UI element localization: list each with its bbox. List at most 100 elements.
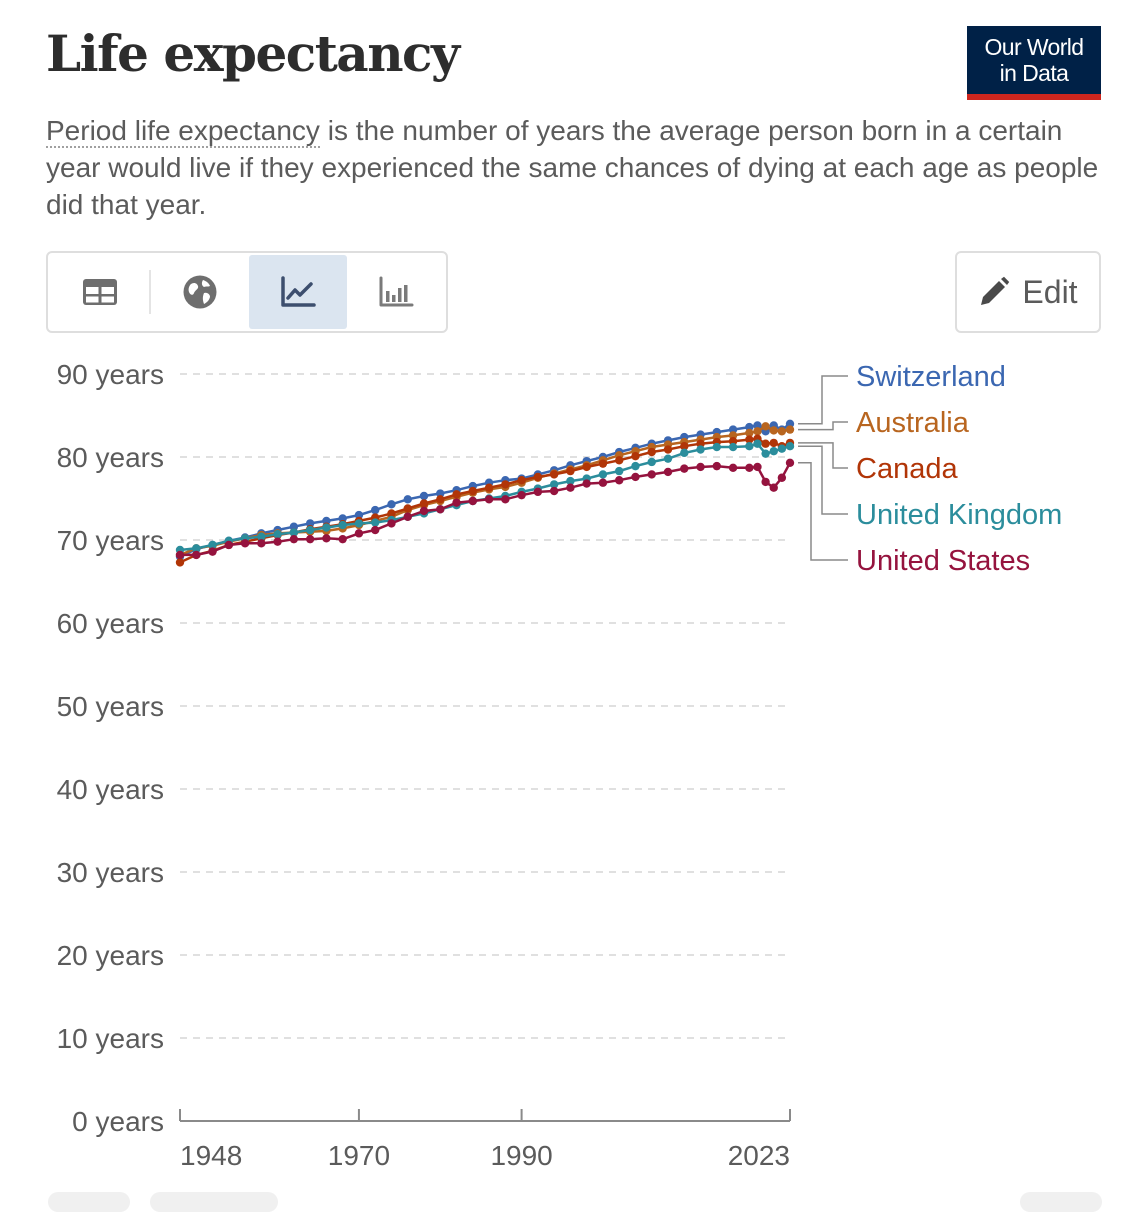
owid-logo[interactable]: Our World in Data <box>967 26 1101 100</box>
data-point <box>745 463 754 472</box>
data-point <box>753 427 762 436</box>
tab-table[interactable] <box>51 255 149 329</box>
data-point <box>769 426 778 435</box>
subtitle-text: is the number of years the average perso… <box>46 115 1099 220</box>
x-tick-label: 2023 <box>728 1140 790 1171</box>
data-point <box>753 439 762 448</box>
data-point <box>647 457 656 467</box>
data-point <box>257 532 266 541</box>
data-point <box>753 421 762 430</box>
data-point <box>387 519 396 528</box>
data-point <box>322 516 331 526</box>
data-point <box>452 498 461 507</box>
legend-label: Canada <box>856 453 958 485</box>
x-tick-label: 1970 <box>328 1140 390 1171</box>
y-tick-label: 0 years <box>72 1106 164 1137</box>
chart-subtitle: Period life expectancy is the number of … <box>46 112 1106 223</box>
data-point <box>680 442 689 451</box>
data-point <box>598 470 608 479</box>
data-point <box>371 518 380 527</box>
data-point <box>468 496 477 506</box>
tab-map[interactable] <box>151 255 249 329</box>
data-point <box>322 523 331 532</box>
data-point <box>663 445 673 454</box>
data-point <box>224 540 233 550</box>
data-point <box>615 456 624 465</box>
y-tick-label: 20 years <box>57 940 164 971</box>
data-point <box>273 537 282 546</box>
data-point <box>728 437 738 446</box>
data-point <box>631 461 640 471</box>
edit-label: Edit <box>1022 273 1078 310</box>
data-point <box>769 483 778 492</box>
data-point <box>745 435 754 444</box>
data-point <box>175 550 185 560</box>
data-point <box>663 467 673 477</box>
data-point <box>777 444 787 453</box>
data-point <box>305 519 315 528</box>
x-tick-label: 1990 <box>490 1140 552 1171</box>
tab-bar-chart[interactable] <box>347 255 445 329</box>
x-tick-label: 1948 <box>180 1140 242 1171</box>
data-point <box>387 500 396 509</box>
edit-button[interactable]: Edit <box>955 251 1101 333</box>
data-point <box>419 499 429 508</box>
data-point <box>208 547 217 556</box>
data-point <box>582 479 591 488</box>
data-point <box>728 431 738 440</box>
y-tick-label: 10 years <box>57 1023 164 1054</box>
data-point <box>631 472 640 482</box>
logo-line-2: in Data <box>999 60 1069 86</box>
y-tick-label: 40 years <box>57 774 164 805</box>
y-tick-label: 80 years <box>57 442 164 473</box>
data-point <box>371 525 380 535</box>
y-tick-label: 30 years <box>57 857 164 888</box>
data-point <box>777 473 787 482</box>
table-icon <box>83 279 117 305</box>
data-point <box>785 419 795 428</box>
data-point <box>761 422 770 431</box>
data-point <box>192 544 201 553</box>
y-tick-label: 60 years <box>57 608 164 639</box>
tab-divider <box>149 270 151 314</box>
data-point <box>517 476 526 485</box>
y-tick-label: 90 years <box>57 359 164 390</box>
series-line <box>179 442 791 552</box>
data-point <box>728 425 738 434</box>
data-point <box>533 472 543 482</box>
data-point <box>419 491 429 501</box>
data-point <box>468 486 477 496</box>
data-point <box>647 447 656 457</box>
data-point <box>598 459 608 468</box>
data-point <box>761 439 770 448</box>
data-point <box>680 448 689 458</box>
data-point <box>289 534 299 544</box>
line-chart-icon <box>281 276 316 307</box>
globe-icon <box>183 275 217 309</box>
data-point <box>501 480 510 489</box>
legend-connector <box>798 445 848 515</box>
data-point <box>436 495 445 504</box>
data-point <box>761 477 770 487</box>
data-point <box>785 458 795 468</box>
y-tick-label: 70 years <box>57 525 164 556</box>
legend-label: Australia <box>856 407 970 439</box>
tab-chart[interactable] <box>249 255 347 329</box>
data-point <box>484 483 494 492</box>
data-point <box>785 425 795 434</box>
data-point <box>354 529 364 538</box>
data-point <box>615 476 624 485</box>
data-point <box>745 422 754 432</box>
data-point <box>484 495 494 504</box>
data-point <box>403 512 412 521</box>
footer-control-hint <box>150 1192 278 1212</box>
data-point <box>566 466 575 476</box>
data-point <box>769 446 778 456</box>
data-point <box>769 438 778 448</box>
definition-link[interactable]: Period life expectancy <box>46 115 320 148</box>
data-point <box>322 534 331 543</box>
data-point <box>761 449 770 458</box>
data-point <box>663 454 673 463</box>
legend-connector <box>798 442 848 469</box>
data-point <box>501 495 510 504</box>
